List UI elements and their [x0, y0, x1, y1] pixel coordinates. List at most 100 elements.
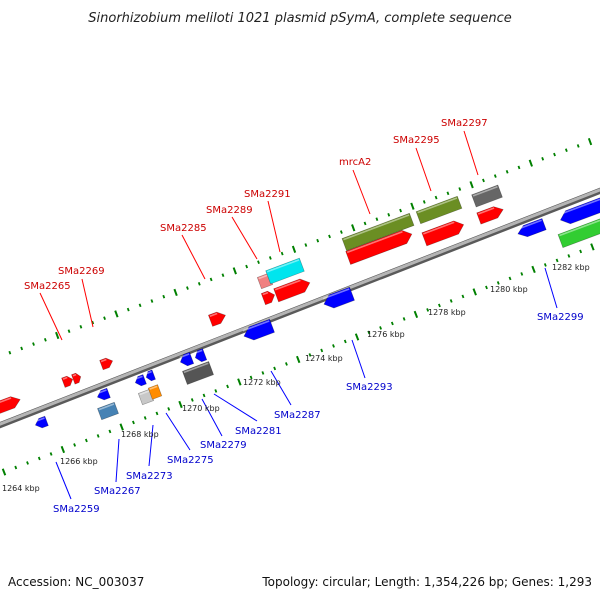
gene-forward-2-shape — [61, 375, 74, 388]
gene-forward-13 — [341, 212, 415, 252]
gene-label-mrcA2[interactable]: mrcA2 — [339, 157, 371, 168]
major-tick — [114, 310, 119, 318]
sequence-backbone — [0, 187, 600, 429]
minor-tick — [387, 213, 391, 217]
gene-label-SMa2281[interactable]: SMa2281 — [235, 426, 282, 437]
gene-forward-13-gloss — [343, 214, 410, 241]
minor-tick — [280, 251, 284, 256]
minor-tick — [108, 429, 112, 434]
gene-reverse-4-gloss — [134, 375, 143, 380]
minor-tick — [343, 339, 347, 344]
minor-tick — [285, 362, 288, 366]
connector-SMa2299 — [544, 267, 558, 309]
gene-reverse-1-shape — [34, 415, 49, 429]
backbone-highlight — [0, 188, 600, 426]
minor-tick — [496, 281, 500, 285]
gene-forward-8-shape — [345, 230, 413, 265]
connector-SMa2291 — [267, 200, 281, 253]
gene-label-SMa2295[interactable]: SMa2295 — [393, 135, 440, 146]
major-tick — [60, 445, 66, 454]
gene-label-SMa2267[interactable]: SMa2267 — [94, 486, 141, 497]
gene-forward-10-shape — [476, 206, 504, 225]
gene-label-SMa2279[interactable]: SMa2279 — [200, 440, 247, 451]
gene-label-SMa2289[interactable]: SMa2289 — [206, 205, 253, 216]
minor-tick — [367, 330, 371, 335]
gene-reverse-8-shape — [180, 351, 195, 367]
minor-tick — [14, 465, 18, 470]
major-tick — [351, 224, 356, 232]
minor-tick — [257, 260, 260, 265]
gene-forward-5 — [208, 311, 226, 327]
gene-forward-8 — [345, 230, 413, 265]
gene-reverse-2-gloss — [96, 389, 107, 395]
minor-tick — [132, 420, 135, 425]
gene-forward-14-shape — [415, 195, 463, 225]
gene-forward-9 — [421, 220, 465, 247]
gene-label-SMa2291[interactable]: SMa2291 — [244, 189, 291, 200]
minor-tick — [209, 277, 213, 282]
minor-tick — [485, 285, 488, 290]
gene-reverse-5 — [145, 369, 156, 382]
tick-label-1282: 1282 kbp — [552, 263, 590, 272]
major-tick — [55, 331, 60, 340]
tick-label-1268: 1268 kbp — [121, 430, 159, 439]
gene-reverse-3-shape — [97, 401, 119, 421]
minor-tick — [399, 208, 402, 213]
gene-label-SMa2275[interactable]: SMa2275 — [167, 455, 214, 466]
gene-label-SMa2285[interactable]: SMa2285 — [160, 223, 207, 234]
gene-forward-15-shape — [471, 184, 503, 208]
tick-label-1278: 1278 kbp — [428, 308, 466, 317]
gene-reverse-9 — [194, 348, 208, 363]
gene-label-SMa2273[interactable]: SMa2273 — [126, 471, 173, 482]
gene-reverse-13 — [516, 218, 547, 238]
gene-reverse-8-gloss — [179, 353, 190, 359]
connector-SMa2293 — [351, 339, 366, 379]
gene-forward-14-gloss — [417, 197, 458, 214]
gene-label-SMa2269[interactable]: SMa2269 — [58, 266, 105, 277]
gene-forward-11-gloss — [258, 274, 269, 280]
gene-reverse-15-shape — [557, 218, 600, 248]
minor-tick — [402, 317, 406, 321]
gene-reverse-3 — [97, 401, 119, 421]
connector-SMa2281 — [213, 393, 258, 422]
major-tick — [178, 400, 183, 409]
gene-label-SMa2265[interactable]: SMa2265 — [24, 281, 71, 292]
tick-label-1280: 1280 kbp — [490, 285, 528, 294]
major-tick — [472, 288, 477, 296]
gene-forward-2 — [61, 375, 74, 388]
gene-label-SMa2293[interactable]: SMa2293 — [346, 382, 393, 393]
minor-tick — [268, 256, 272, 260]
gene-label-SMa2299[interactable]: SMa2299 — [537, 312, 584, 323]
gene-reverse-2-shape — [96, 387, 111, 401]
minor-tick — [426, 308, 430, 312]
minor-tick — [155, 411, 159, 416]
minor-tick — [202, 393, 206, 398]
gene-forward-15-gloss — [472, 186, 498, 197]
gene-forward-12-shape — [265, 257, 305, 285]
gene-label-SMa2259[interactable]: SMa2259 — [53, 504, 100, 515]
minor-tick — [553, 152, 556, 157]
gene-reverse-1 — [34, 415, 49, 429]
minor-tick — [214, 389, 218, 393]
major-tick — [410, 202, 415, 210]
gene-forward-4-shape — [99, 357, 114, 371]
minor-tick — [190, 398, 194, 402]
gene-reverse-10-shape — [182, 361, 214, 385]
gene-reverse-6-gloss — [139, 390, 150, 396]
gene-label-SMa2297[interactable]: SMa2297 — [441, 118, 488, 129]
minor-tick — [541, 157, 545, 161]
minor-tick — [67, 329, 71, 333]
major-tick — [173, 288, 178, 297]
gene-forward-3-shape — [71, 372, 82, 385]
gene-reverse-11-shape — [243, 318, 275, 341]
minor-tick — [138, 303, 142, 308]
sequence-scales — [0, 137, 595, 476]
gene-label-SMa2287[interactable]: SMa2287 — [274, 410, 321, 421]
tick-label-1274: 1274 kbp — [305, 354, 343, 363]
gene-reverse-1-gloss — [34, 417, 45, 423]
minor-tick — [316, 238, 320, 243]
connector-SMa2267 — [115, 438, 120, 483]
gene-reverse-5-gloss — [145, 370, 152, 375]
gene-reverse-12-shape — [323, 286, 355, 309]
